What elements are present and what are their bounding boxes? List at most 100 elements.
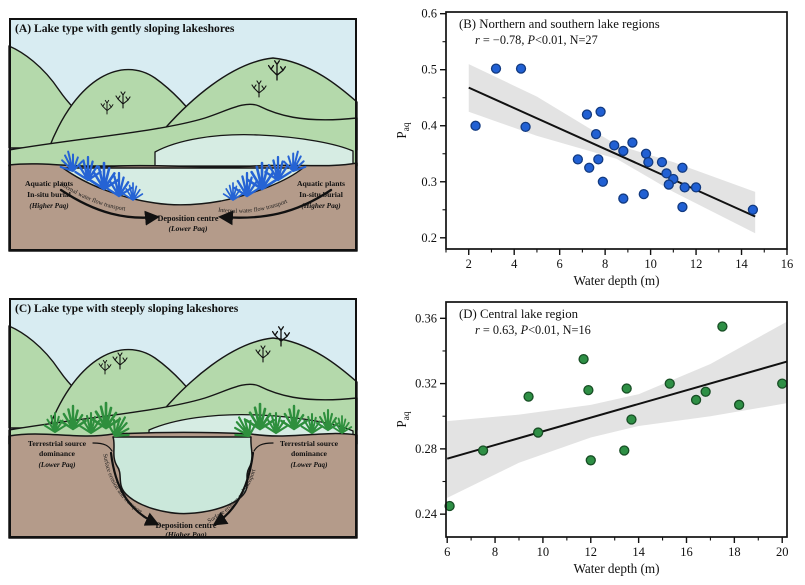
y-axis-label: Paq [394, 122, 412, 139]
x-tick-label: 6 [444, 545, 450, 559]
plot-frame [445, 11, 788, 250]
svg-text:In-situ burial: In-situ burial [299, 190, 343, 199]
svg-text:Aquatic plants: Aquatic plants [297, 179, 345, 188]
y-axis-label: Paq [394, 411, 412, 428]
y-tick-label: 0.6 [421, 7, 437, 21]
data-point [656, 157, 668, 168]
y-tick-label: 0.36 [415, 311, 437, 325]
data-point [584, 162, 595, 173]
panel-c-title: (C) Lake type with steeply sloping lakes… [15, 302, 239, 315]
data-point [626, 414, 637, 425]
x-tick-label: 4 [511, 257, 518, 271]
svg-text:Terrestrial source: Terrestrial source [280, 439, 339, 448]
flow-arrows-a [59, 188, 333, 226]
data-point [578, 353, 589, 365]
aquatic-label-left: Aquatic plants In-situ burial (Higher Pa… [25, 179, 73, 210]
data-point [520, 121, 531, 133]
data-point [470, 120, 481, 131]
data-point [661, 168, 672, 179]
terrestrial-label-left: Terrestrial source dominance (Lower Paq) [28, 439, 87, 469]
data-point [515, 63, 527, 74]
axis-ticks-labels: 2 4 6 8 10 12 14 16 0.2 0.3 0.4 0.5 0.6 [421, 7, 793, 271]
x-tick-label: 12 [690, 257, 703, 271]
regression-line [446, 360, 788, 460]
data-point [477, 445, 489, 456]
svg-text:(Higher Paq): (Higher Paq) [29, 202, 68, 210]
x-tick-label: 8 [602, 257, 608, 271]
data-point [621, 383, 632, 394]
data-point [690, 182, 702, 193]
y-tick-label: 0.32 [415, 377, 437, 391]
x-tick-label: 16 [781, 257, 794, 271]
y-tick-label: 0.5 [421, 63, 437, 77]
chart-stats-d: r = 0.63, P<0.01, N=16 [475, 323, 591, 337]
x-tick-label: 20 [776, 545, 789, 559]
data-point [677, 162, 688, 173]
data-points [444, 321, 788, 512]
svg-text:dominance: dominance [39, 449, 75, 458]
x-tick-label: 6 [557, 257, 563, 271]
deposition-label-c: Deposition centre (Higher Paq) [155, 521, 216, 539]
plot-frame [445, 301, 788, 538]
deposition-label-a: Deposition centre (Lower Paq) [157, 214, 218, 233]
data-point [618, 145, 629, 157]
data-point [640, 148, 652, 159]
panel-a-title: (A) Lake type with gently sloping lakesh… [15, 22, 235, 35]
svg-text:(Lower Paq): (Lower Paq) [168, 224, 207, 233]
axis-titles: Water depth (m) Paq [394, 411, 660, 576]
plot-frame-layer [445, 11, 788, 250]
x-tick-label: 2 [466, 257, 472, 271]
data-point [643, 157, 654, 168]
panel-b-chart: 2 4 6 8 10 12 14 16 0.2 0.3 0.4 0.5 0.6 Water depth (… [394, 7, 793, 288]
y-tick-label: 0.4 [421, 119, 437, 133]
panel-d-text: (D) Central lake region r = 0.63, P<0.01… [459, 307, 591, 337]
data-point [590, 128, 602, 140]
data-point [627, 137, 638, 148]
panel-a-diagram: Internal water flow transport Internal w… [8, 18, 358, 252]
data-point [638, 188, 649, 200]
data-point [679, 182, 690, 193]
data-point [618, 193, 629, 204]
y-tick-label: 0.3 [421, 175, 437, 189]
data-points [470, 63, 759, 215]
data-point [700, 386, 711, 397]
flow-arrows-c [92, 442, 274, 526]
data-point [597, 176, 609, 187]
x-tick-label: 14 [632, 545, 645, 559]
data-point [572, 154, 584, 165]
data-point [585, 455, 596, 466]
data-point [523, 391, 534, 402]
data-point [747, 204, 759, 215]
data-point [581, 109, 593, 120]
x-tick-label: 10 [537, 545, 550, 559]
svg-text:Deposition centre: Deposition centre [155, 521, 216, 530]
data-point [532, 427, 544, 438]
data-point [733, 399, 745, 410]
data-point [677, 201, 688, 213]
basin-water-c [112, 436, 253, 515]
aquatic-label-right: Aquatic plants In-situ burial (Higher Pa… [297, 179, 345, 210]
axis-ticks-labels: 6 8 10 12 14 16 18 20 0.24 0.28 0.32 0.36 [415, 311, 788, 559]
y-tick-label: 0.24 [415, 507, 438, 521]
x-axis-label: Water depth (m) [573, 273, 659, 288]
svg-text:(Lower Paq): (Lower Paq) [291, 461, 328, 469]
data-point [717, 321, 728, 332]
x-tick-label: 18 [728, 545, 741, 559]
svg-text:(Higher Paq): (Higher Paq) [301, 202, 340, 210]
chart-title-b: (B) Northern and southern lake regions [459, 17, 660, 31]
data-point [609, 140, 620, 151]
data-point [595, 106, 606, 117]
chart-title-d: (D) Central lake region [459, 307, 579, 321]
data-point [777, 378, 788, 389]
panel-a-frame [9, 18, 357, 251]
svg-text:Deposition centre: Deposition centre [157, 214, 218, 223]
x-tick-label: 14 [735, 257, 748, 271]
svg-text:(Lower Paq): (Lower Paq) [39, 461, 76, 469]
svg-text:Aquatic plants: Aquatic plants [25, 179, 73, 188]
chart-stats-b: r = −0.78, P<0.01, N=27 [475, 33, 598, 47]
panel-c-frame [9, 298, 357, 538]
panel-b-text: (B) Northern and southern lake regions r… [459, 17, 660, 47]
data-point [664, 378, 675, 389]
x-tick-label: 16 [680, 545, 693, 559]
